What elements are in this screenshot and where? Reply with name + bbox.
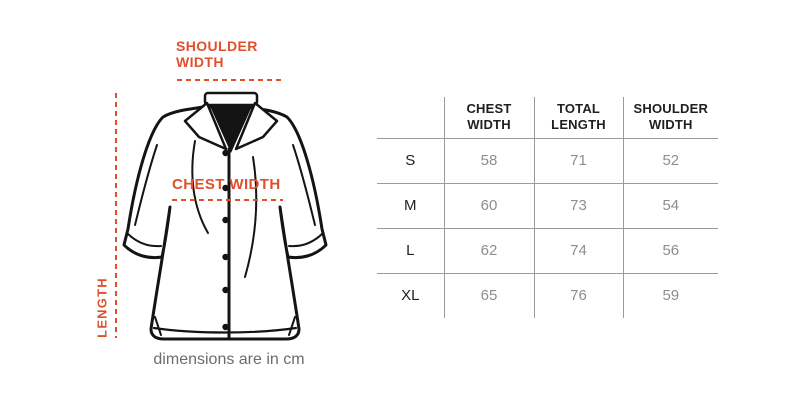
chest-width-dashed-line	[172, 199, 283, 201]
table-row-xl: XL 65 76 59	[377, 272, 719, 318]
col-header-chest-width: CHEST WIDTH	[443, 97, 534, 138]
length-dashed-line	[115, 93, 117, 338]
chest-width-value: 58	[443, 137, 534, 183]
chest-width-value: 65	[443, 272, 534, 318]
units-caption: dimensions are in cm	[153, 351, 305, 368]
size-column-header	[377, 97, 444, 138]
shoulder-width-dashed-line	[177, 79, 281, 81]
table-row-m: M 60 73 54	[377, 182, 719, 228]
size-label: S	[377, 137, 444, 183]
size-chart-table: CHEST WIDTH TOTAL LENGTH SHOULDER WIDTH …	[377, 97, 719, 318]
col-header-total-length: TOTAL LENGTH	[533, 97, 623, 138]
shoulder-width-value: 54	[622, 182, 719, 228]
shirt-illustration	[122, 91, 328, 341]
shoulder-width-value: 56	[622, 227, 719, 273]
total-length-value: 71	[533, 137, 623, 183]
total-length-value: 74	[533, 227, 623, 273]
total-length-value: 76	[533, 272, 623, 318]
size-label: L	[377, 227, 444, 273]
size-label: M	[377, 182, 444, 228]
table-row-l: L 62 74 56	[377, 227, 719, 273]
chest-width-value: 60	[443, 182, 534, 228]
shoulder-width-value: 52	[622, 137, 719, 183]
shoulder-width-value: 59	[622, 272, 719, 318]
chest-width-value: 62	[443, 227, 534, 273]
chest-width-label: CHEST WIDTH	[172, 176, 281, 193]
shoulder-width-label: SHOULDER WIDTH	[176, 38, 258, 70]
table-header-row: CHEST WIDTH TOTAL LENGTH SHOULDER WIDTH	[377, 97, 719, 138]
size-label: XL	[377, 272, 444, 318]
col-header-shoulder-width: SHOULDER WIDTH	[622, 97, 719, 138]
total-length-value: 73	[533, 182, 623, 228]
table-row-s: S 58 71 52	[377, 137, 719, 183]
